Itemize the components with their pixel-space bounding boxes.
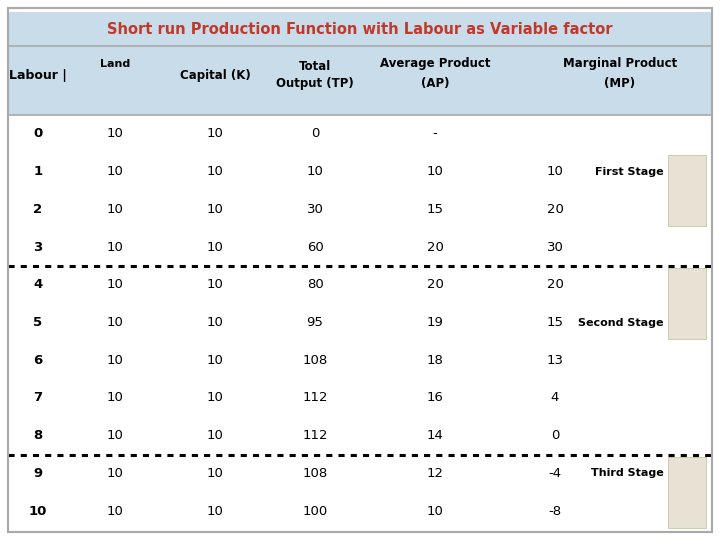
- Text: Land: Land: [100, 59, 130, 69]
- Text: -4: -4: [549, 467, 562, 480]
- Text: 10: 10: [107, 316, 123, 329]
- Text: 10: 10: [107, 165, 123, 178]
- Text: 10: 10: [107, 278, 123, 291]
- Text: 10: 10: [107, 127, 123, 140]
- Text: 10: 10: [207, 316, 223, 329]
- Text: 20: 20: [546, 278, 564, 291]
- Text: 10: 10: [207, 354, 223, 367]
- Text: 15: 15: [426, 203, 444, 216]
- Text: 112: 112: [302, 392, 328, 404]
- Text: 0: 0: [551, 429, 559, 442]
- Text: 10: 10: [107, 505, 123, 518]
- Text: 108: 108: [302, 467, 328, 480]
- Text: 60: 60: [307, 240, 323, 254]
- Text: Short run Production Function with Labour as Variable factor: Short run Production Function with Labou…: [107, 22, 613, 37]
- Text: 5: 5: [33, 316, 42, 329]
- Text: 18: 18: [426, 354, 444, 367]
- Text: 30: 30: [307, 203, 323, 216]
- Text: (AP): (AP): [420, 78, 449, 91]
- Text: Capital (K): Capital (K): [179, 69, 251, 82]
- Text: 100: 100: [302, 505, 328, 518]
- Text: 1: 1: [33, 165, 42, 178]
- Text: 112: 112: [302, 429, 328, 442]
- Text: Third Stage: Third Stage: [591, 468, 664, 478]
- FancyBboxPatch shape: [668, 155, 706, 226]
- Text: 10: 10: [426, 505, 444, 518]
- Text: 10: 10: [107, 240, 123, 254]
- Text: 10: 10: [207, 203, 223, 216]
- Text: 10: 10: [207, 278, 223, 291]
- Text: 3: 3: [33, 240, 42, 254]
- Text: 108: 108: [302, 354, 328, 367]
- Text: Labour |: Labour |: [9, 69, 67, 82]
- Text: 20: 20: [426, 278, 444, 291]
- Text: 10: 10: [107, 203, 123, 216]
- Text: First Stage: First Stage: [595, 167, 664, 177]
- Text: 20: 20: [546, 203, 564, 216]
- FancyBboxPatch shape: [668, 268, 706, 339]
- Text: 10: 10: [207, 505, 223, 518]
- Text: 20: 20: [426, 240, 444, 254]
- Text: 2: 2: [33, 203, 42, 216]
- Text: 10: 10: [207, 467, 223, 480]
- Text: -: -: [433, 127, 437, 140]
- Text: 19: 19: [426, 316, 444, 329]
- Text: 10: 10: [207, 429, 223, 442]
- Text: Total: Total: [299, 59, 331, 72]
- FancyBboxPatch shape: [8, 8, 712, 532]
- Text: 10: 10: [207, 127, 223, 140]
- Text: 10: 10: [29, 505, 48, 518]
- Text: 4: 4: [33, 278, 42, 291]
- Text: 10: 10: [107, 429, 123, 442]
- Text: 13: 13: [546, 354, 564, 367]
- Text: 4: 4: [551, 392, 559, 404]
- Text: -8: -8: [549, 505, 562, 518]
- Text: 10: 10: [207, 240, 223, 254]
- Text: 30: 30: [546, 240, 564, 254]
- Text: 10: 10: [107, 354, 123, 367]
- Text: 10: 10: [307, 165, 323, 178]
- Text: Marginal Product: Marginal Product: [563, 57, 677, 71]
- Text: 6: 6: [33, 354, 42, 367]
- FancyBboxPatch shape: [668, 456, 706, 528]
- Text: Second Stage: Second Stage: [578, 318, 664, 327]
- Text: (MP): (MP): [604, 78, 636, 91]
- Text: 15: 15: [546, 316, 564, 329]
- Text: 10: 10: [207, 165, 223, 178]
- Text: 7: 7: [33, 392, 42, 404]
- Text: 0: 0: [311, 127, 319, 140]
- Text: 95: 95: [307, 316, 323, 329]
- Text: 8: 8: [33, 429, 42, 442]
- Text: 12: 12: [426, 467, 444, 480]
- Text: 10: 10: [107, 467, 123, 480]
- Text: 0: 0: [33, 127, 42, 140]
- Text: 16: 16: [426, 392, 444, 404]
- Text: Output (TP): Output (TP): [276, 78, 354, 91]
- FancyBboxPatch shape: [8, 46, 712, 115]
- Text: 80: 80: [307, 278, 323, 291]
- Text: 10: 10: [107, 392, 123, 404]
- Text: 10: 10: [426, 165, 444, 178]
- Text: 9: 9: [33, 467, 42, 480]
- Text: Average Product: Average Product: [379, 57, 490, 71]
- FancyBboxPatch shape: [8, 12, 712, 46]
- Text: 10: 10: [207, 392, 223, 404]
- Text: 10: 10: [546, 165, 564, 178]
- Text: 14: 14: [426, 429, 444, 442]
